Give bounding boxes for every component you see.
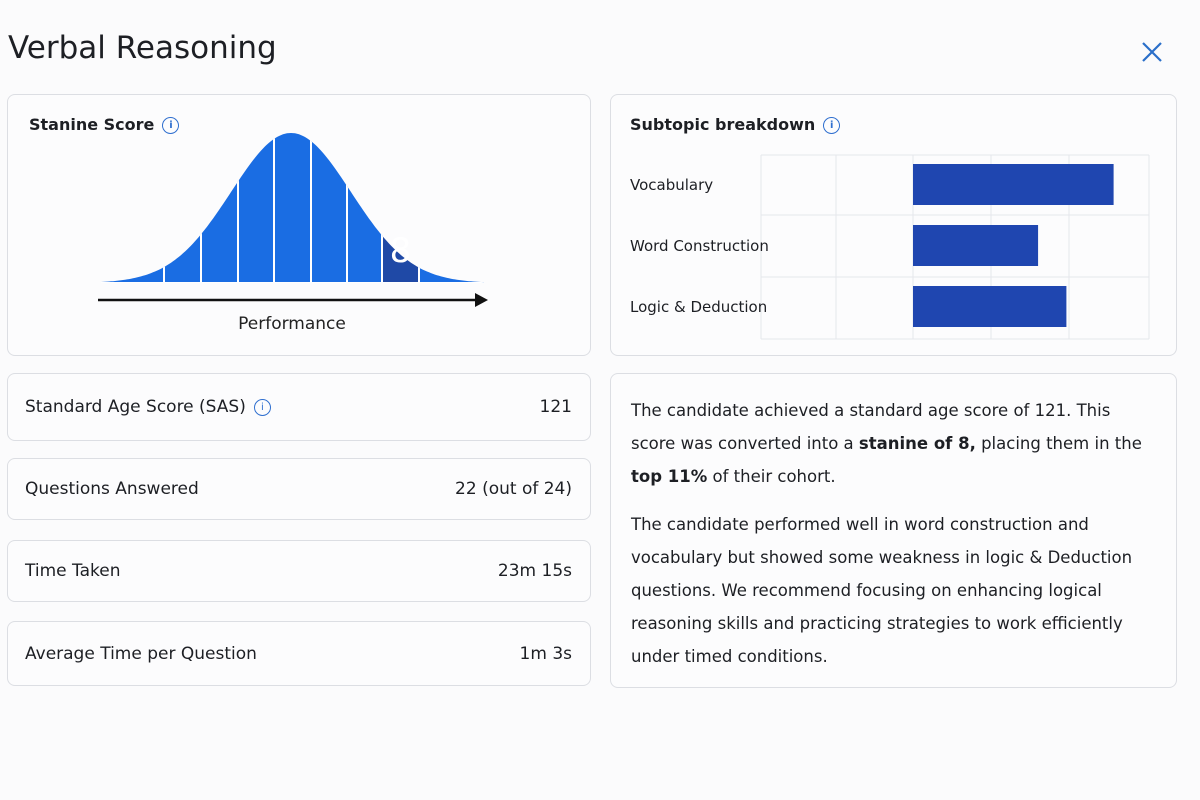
- category-label: Vocabulary: [630, 176, 713, 194]
- card-title: Stanine Score i: [29, 115, 180, 134]
- category-label: Word Construction: [630, 237, 769, 255]
- stat-label-text: Time Taken: [25, 561, 121, 581]
- bold-text: stanine of 8,: [858, 434, 976, 453]
- subtopic-card: Subtopic breakdown i Vocabulary Word Const…: [610, 94, 1177, 356]
- stanine-value: 8: [390, 231, 412, 271]
- stat-row: Time Taken 23m 15s: [7, 540, 591, 602]
- stat-row: Average Time per Question 1m 3s: [7, 621, 591, 686]
- arrow-head: [475, 293, 488, 307]
- paragraph: The candidate achieved a standard age sc…: [631, 394, 1156, 493]
- info-icon[interactable]: i: [162, 117, 180, 134]
- stanine-segment: [310, 133, 348, 283]
- text: The candidate achieved a standard age sc…: [631, 401, 1111, 453]
- stanine-segment: [237, 133, 275, 283]
- bar: [913, 286, 1067, 327]
- stat-value: 1m 3s: [519, 643, 572, 664]
- stanine-segment: [163, 133, 202, 283]
- stat-label: Questions Answered: [25, 479, 199, 499]
- close-button[interactable]: [1140, 40, 1164, 64]
- description-card: The candidate achieved a standard age sc…: [610, 373, 1177, 688]
- stanine-chart: 8 Performance: [98, 133, 488, 334]
- stat-label-text: Questions Answered: [25, 479, 199, 499]
- x-axis-label: Performance: [238, 314, 346, 334]
- text: The candidate performed well in word con…: [631, 515, 1133, 666]
- stat-row: Standard Age Score (SAS) i 121: [7, 373, 591, 441]
- stat-label: Standard Age Score (SAS) i: [25, 397, 271, 417]
- stat-label: Average Time per Question: [25, 644, 257, 664]
- stanine-segment: [273, 133, 312, 283]
- card-title: Subtopic breakdown i: [630, 115, 841, 134]
- paragraph: The candidate performed well in word con…: [631, 508, 1156, 673]
- stat-value: 121: [539, 397, 572, 417]
- title-text: Subtopic breakdown: [630, 115, 816, 134]
- stat-label-text: Average Time per Question: [25, 643, 257, 664]
- stanine-segment: [101, 133, 165, 283]
- bar: [913, 164, 1114, 205]
- page-title: Verbal Reasoning: [8, 30, 277, 66]
- bar: [913, 225, 1039, 266]
- stanine-segment: [200, 133, 239, 283]
- stat-value: 22 (out of 24): [455, 479, 572, 499]
- stat-row: Questions Answered 22 (out of 24): [7, 458, 591, 520]
- stat-value: 23m 15s: [497, 561, 572, 581]
- title-text: Stanine Score: [29, 115, 155, 134]
- category-label: Logic & Deduction: [630, 298, 767, 316]
- stanine-card: Stanine Score i 8 Performance: [7, 94, 591, 356]
- text: placing them in the: [975, 434, 1142, 453]
- stat-label: Time Taken: [25, 561, 120, 581]
- stanine-segment: [346, 133, 383, 283]
- text: of their cohort.: [707, 467, 836, 486]
- info-icon[interactable]: i: [823, 117, 841, 134]
- stanine-segment: [418, 133, 484, 283]
- bold-text: top 11%: [631, 467, 708, 486]
- subtopic-chart: Vocabulary Word Construction Logic & Deduc…: [630, 154, 1150, 340]
- info-icon[interactable]: i: [253, 398, 271, 416]
- stat-label-text: Standard Age Score (SAS): [25, 397, 246, 417]
